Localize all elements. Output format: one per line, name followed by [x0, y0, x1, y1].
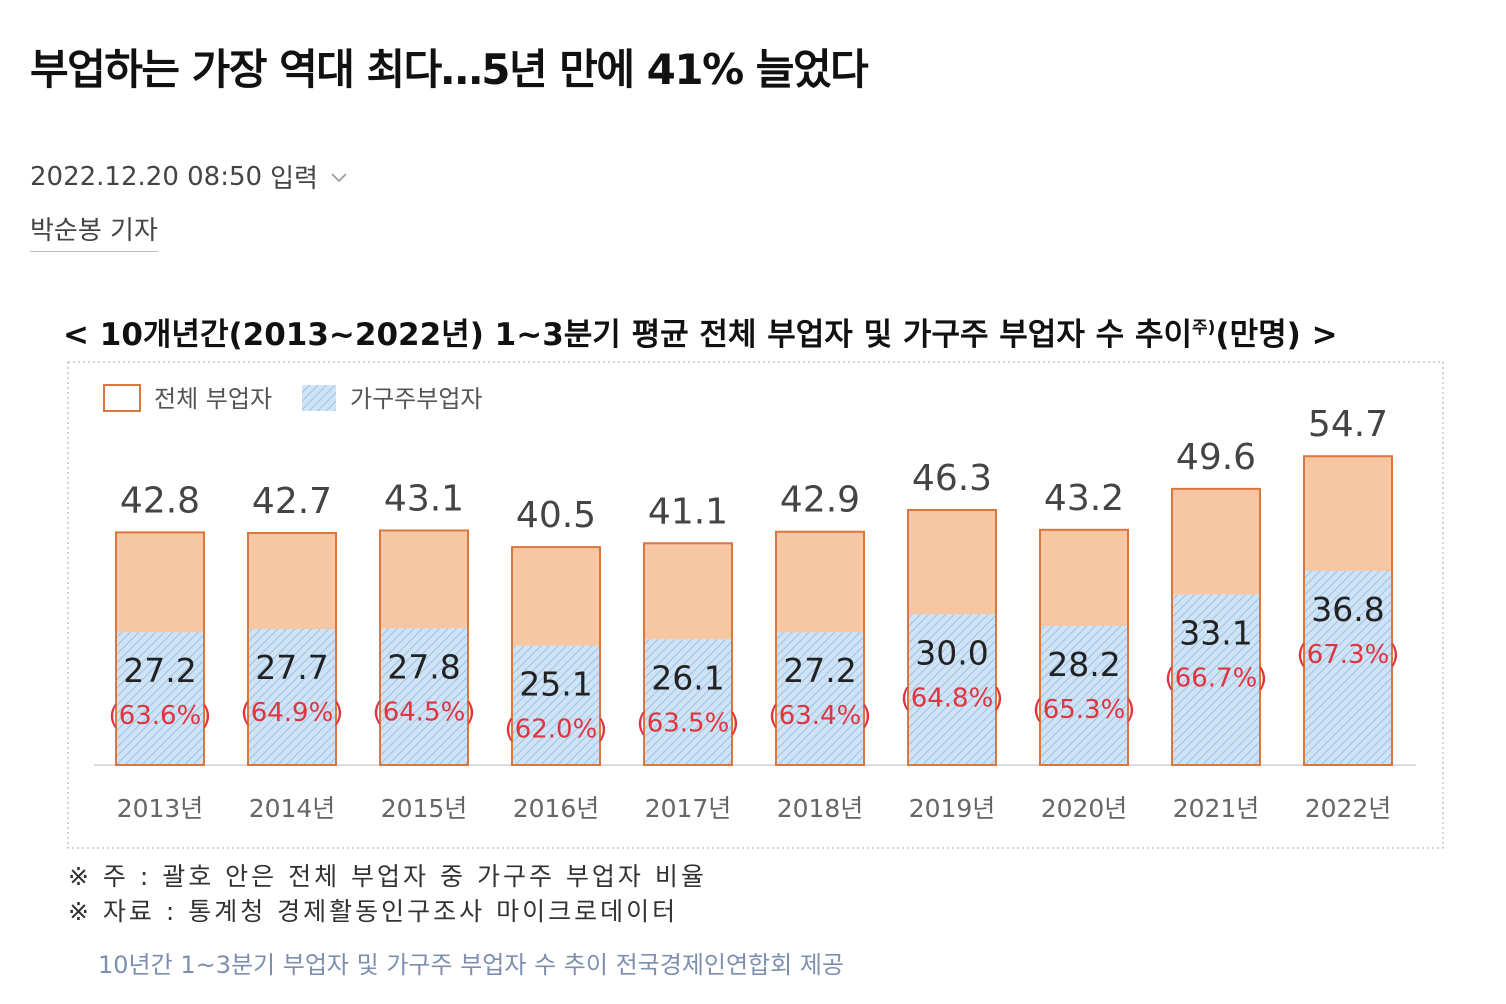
- chart-notes: ※ 주 : 괄호 안은 전체 부업자 중 가구주 부업자 비율 ※ 자료 : 통…: [68, 862, 707, 926]
- x-tick-label: 2016년: [513, 794, 600, 823]
- data-label-total: 42.7: [252, 481, 332, 522]
- article-meta: 2022.12.20 08:50 입력: [30, 158, 352, 195]
- bar-head: [1305, 570, 1391, 764]
- data-label-share: (65.3%): [1033, 695, 1136, 725]
- data-label-head: 27.2: [783, 651, 856, 690]
- data-label-share: (63.4%): [769, 701, 872, 731]
- bar-chart: < 10개년간(2013~2022년) 1~3분기 평균 전체 부업자 및 가구…: [63, 317, 1444, 926]
- data-label-head: 36.8: [1311, 590, 1384, 629]
- data-label-head: 27.7: [255, 648, 328, 687]
- timestamp-label: 입력: [270, 164, 318, 194]
- bar-head: [777, 632, 863, 764]
- data-label-total: 40.5: [516, 495, 596, 536]
- data-label-head: 25.1: [519, 665, 592, 704]
- x-tick-label: 2021년: [1173, 794, 1260, 823]
- bar-head: [249, 629, 335, 764]
- data-label-total: 54.7: [1308, 404, 1388, 445]
- data-label-head: 27.2: [123, 651, 196, 690]
- x-tick-label: 2014년: [249, 794, 336, 823]
- data-label-total: 46.3: [912, 458, 992, 499]
- bar-head: [909, 614, 995, 764]
- data-label-share: (64.5%): [373, 697, 476, 727]
- chart-figure: < 10개년간(2013~2022년) 1~3분기 평균 전체 부업자 및 가구…: [58, 305, 1458, 945]
- data-label-total: 42.8: [120, 480, 200, 521]
- chart-title-text: < 10개년간(2013~2022년) 1~3분기 평균 전체 부업자 및 가구…: [63, 317, 1338, 353]
- data-label-total: 41.1: [648, 491, 728, 532]
- x-tick-label: 2013년: [117, 794, 204, 823]
- chart-note-2: ※ 자료 : 통계청 경제활동인구조사 마이크로데이터: [68, 897, 678, 926]
- bars-layer: 42.8 27.2 (63.6%) 2013년 42.7 27.7 (64.9%) 2014년…: [109, 404, 1400, 823]
- data-label-share: (64.8%): [901, 683, 1004, 713]
- chart-title-unit: (만명) >: [1215, 317, 1337, 353]
- data-label-total: 43.1: [384, 478, 464, 519]
- data-label-share: (63.6%): [109, 701, 212, 731]
- legend-swatch-head: [302, 385, 336, 411]
- data-label-head: 33.1: [1179, 613, 1252, 652]
- legend-label-total: 전체 부업자: [154, 385, 272, 413]
- chevron-down-icon[interactable]: [326, 164, 352, 190]
- bar-head: [381, 628, 467, 764]
- data-label-share: (62.0%): [505, 715, 608, 745]
- bar-head: [1041, 625, 1127, 764]
- x-tick-label: 2018년: [777, 794, 864, 823]
- data-label-total: 43.2: [1044, 478, 1124, 519]
- chart-title: < 10개년간(2013~2022년) 1~3분기 평균 전체 부업자 및 가구…: [63, 317, 1338, 353]
- x-tick-label: 2020년: [1041, 794, 1128, 823]
- bar-head: [117, 632, 203, 764]
- article-headline: 부업하는 가장 역대 최다…5년 만에 41% 늘었다: [30, 45, 869, 94]
- data-label-head: 27.8: [387, 647, 460, 686]
- legend-label-head: 가구주부업자: [350, 385, 482, 413]
- data-label-share: (66.7%): [1165, 663, 1268, 693]
- x-tick-label: 2015년: [381, 794, 468, 823]
- data-label-share: (64.9%): [241, 698, 344, 728]
- data-label-head: 28.2: [1047, 645, 1120, 684]
- bar-head: [1173, 594, 1259, 764]
- image-caption: 10년간 1~3분기 부업자 및 가구주 부업자 수 추이 전국경제인연합회 제…: [98, 951, 845, 979]
- x-tick-label: 2022년: [1305, 794, 1392, 823]
- bar-head: [513, 645, 599, 764]
- legend-swatch-total: [103, 384, 141, 412]
- data-label-share: (67.3%): [1297, 640, 1400, 670]
- chart-title-superscript: 주): [1192, 318, 1215, 338]
- timestamp: 2022.12.20 08:50: [30, 161, 263, 192]
- x-tick-label: 2017년: [645, 794, 732, 823]
- data-label-share: (63.5%): [637, 708, 740, 738]
- data-label-head: 26.1: [651, 658, 724, 697]
- chart-title-main: < 10개년간(2013~2022년) 1~3분기 평균 전체 부업자 및 가구…: [63, 317, 1192, 353]
- chart-legend: 전체 부업자 가구주부업자: [103, 384, 482, 413]
- data-label-total: 42.9: [780, 480, 860, 521]
- data-label-total: 49.6: [1176, 437, 1256, 478]
- x-tick-label: 2019년: [909, 794, 996, 823]
- chart-note-1: ※ 주 : 괄호 안은 전체 부업자 중 가구주 부업자 비율: [68, 862, 707, 891]
- bar-head: [645, 639, 731, 764]
- data-label-head: 30.0: [915, 633, 988, 672]
- reporter-byline[interactable]: 박순봉 기자: [30, 210, 158, 252]
